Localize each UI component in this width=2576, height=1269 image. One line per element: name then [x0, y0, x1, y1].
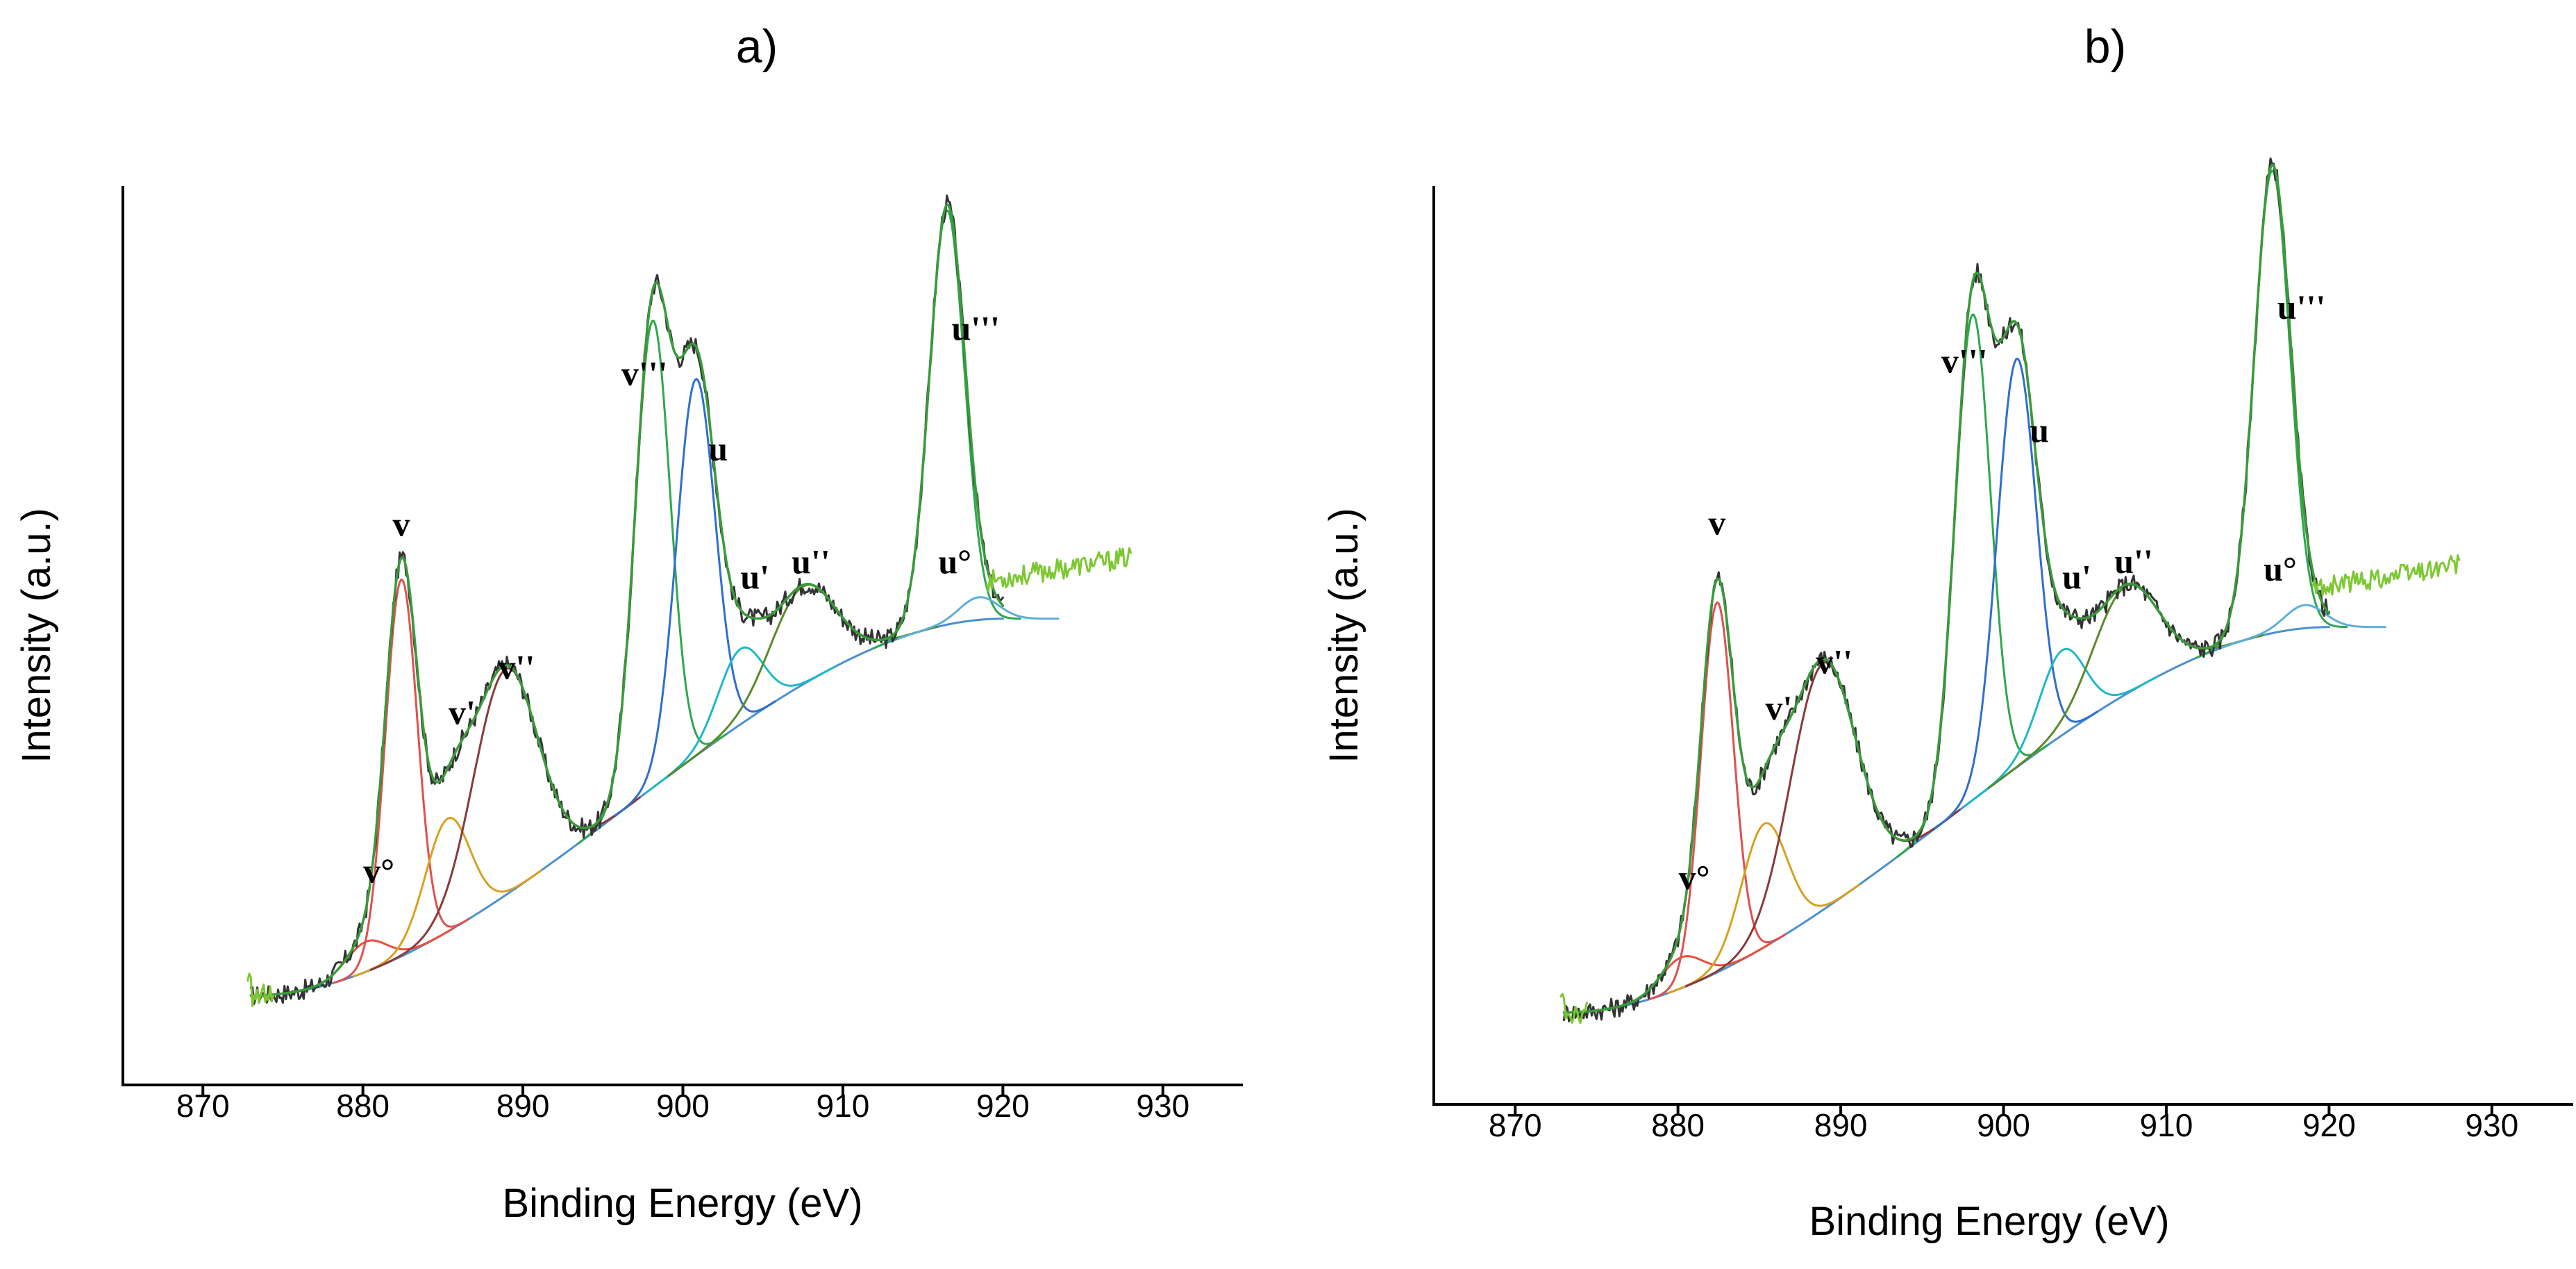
component-peak-u [614, 378, 776, 818]
panel-a-y-axis-title: Intensity (a.u.) [14, 508, 59, 763]
component-peak-u0 [897, 596, 1060, 640]
peak-label: u° [2264, 549, 2297, 588]
component-peak-vp [1667, 822, 1860, 994]
panel-a: a) Intensity (a.u.) Binding Energy (eV) … [14, 20, 1243, 1226]
component-peak-v [333, 578, 470, 984]
peak-label: v° [363, 852, 394, 890]
panel-a-series [246, 194, 1132, 1008]
panel-b-series [1559, 157, 2461, 1025]
panel-b-peak-labels: v v' v'' v''' u u' u'' u''' u° v° [1679, 288, 2326, 897]
peak-label: v''' [621, 354, 668, 392]
leading-edge-line [1559, 993, 1588, 1025]
peak-label: v'' [498, 648, 535, 687]
baseline-tail-line [985, 547, 1132, 592]
panel-a-peak-labels: v v' v'' v''' u u' u'' u''' u° v° [363, 308, 1000, 890]
peak-label: u' [2062, 557, 2091, 596]
x-tick-label: 910 [817, 1088, 870, 1124]
component-peak-v [1647, 601, 1787, 1001]
baseline-tail-line [2311, 554, 2461, 597]
peak-label: v' [1766, 688, 1793, 727]
peak-label: u [2030, 410, 2049, 449]
peak-label: v' [449, 693, 476, 732]
panel-b-title: b) [2084, 20, 2126, 73]
x-tick-label: 920 [976, 1088, 1030, 1124]
x-tick-label: 930 [2465, 1107, 2518, 1143]
x-tick-label: 900 [656, 1088, 710, 1124]
component-peak-u [1933, 357, 2098, 830]
peak-label: v [392, 504, 410, 543]
panel-a-title: a) [736, 20, 778, 73]
x-tick-label: 890 [496, 1088, 550, 1124]
peak-label: u [708, 429, 728, 468]
peak-label: u° [938, 542, 971, 581]
peak-label: u''' [951, 308, 999, 347]
peak-label: v [1708, 504, 1725, 542]
component-peak-upp [1987, 583, 2264, 789]
envelope-fit-line [249, 203, 1005, 997]
peak-label: u'' [2114, 542, 2153, 581]
panel-a-x-axis-title: Binding Energy (eV) [502, 1181, 862, 1226]
x-tick-label: 910 [2140, 1107, 2193, 1143]
peak-label: u'' [792, 542, 830, 581]
x-tick-label: 900 [1977, 1107, 2030, 1143]
x-tick-label: 870 [1489, 1107, 1542, 1143]
component-peak-up [1965, 647, 2158, 806]
x-tick-label: 930 [1136, 1088, 1189, 1124]
x-tick-label: 890 [1814, 1107, 1868, 1143]
component-peak-uppp [871, 209, 1021, 650]
panel-a-x-ticks: 870 880 890 900 910 920 930 [176, 1085, 1189, 1124]
envelope-fit-line [1562, 163, 2331, 1014]
panel-b-x-axis-title: Binding Energy (eV) [1809, 1199, 2169, 1244]
peak-label: v'' [1816, 642, 1852, 681]
x-tick-label: 870 [176, 1088, 230, 1124]
component-peak-u0 [2221, 604, 2386, 649]
x-tick-label: 880 [336, 1088, 390, 1124]
component-peak-up [645, 646, 835, 794]
x-tick-label: 920 [2302, 1107, 2356, 1143]
peak-label: u''' [2277, 288, 2325, 326]
peak-label: v° [1679, 858, 1710, 897]
panel-b-y-axis-title: Intensity (a.u.) [1321, 508, 1366, 763]
panel-b-x-ticks: 870 880 890 900 910 920 930 [1489, 1104, 2518, 1143]
leading-edge-line [246, 972, 275, 1008]
x-tick-label: 880 [1651, 1107, 1705, 1143]
component-peak-vppp [1896, 313, 2048, 858]
panel-b: b) Intensity (a.u.) Binding Energy (eV) … [1321, 20, 2573, 1244]
peak-label: v''' [1941, 342, 1988, 381]
peak-label: u' [740, 557, 769, 596]
component-peak-vp [352, 817, 542, 978]
